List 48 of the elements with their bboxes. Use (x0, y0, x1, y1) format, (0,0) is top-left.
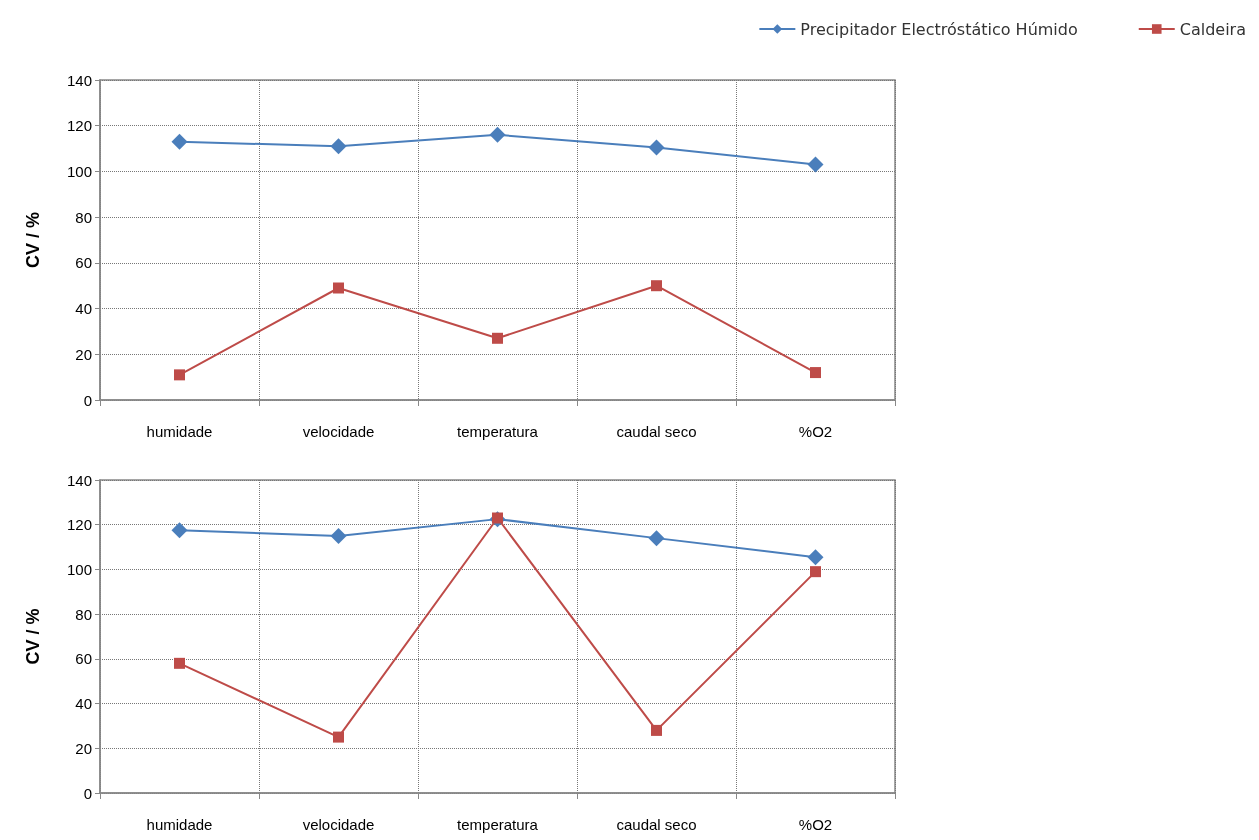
y-tick-label: 100 (66, 560, 92, 578)
point (651, 280, 662, 292)
x-tick-label: caudal seco (616, 423, 697, 440)
point (330, 138, 347, 155)
point (810, 367, 821, 379)
y-tick-label: 80 (75, 208, 92, 226)
y-tick-label: 140 (66, 71, 92, 89)
point (489, 126, 506, 143)
y-tick-label: 40 (75, 695, 92, 713)
y-tick-label: 140 (66, 471, 92, 489)
point (330, 527, 347, 544)
x-tick-label: humidade (146, 423, 213, 440)
y-tick-label: 120 (66, 117, 92, 135)
point (174, 369, 185, 381)
point (648, 530, 665, 547)
y-tick-label: 60 (75, 650, 92, 668)
x-tick-label: temperatura (457, 816, 539, 833)
y-tick-label: 40 (75, 300, 92, 318)
y-tick-label: 0 (83, 391, 92, 409)
x-tick-label: caudal seco (616, 816, 697, 833)
x-tick-label: %O2 (798, 816, 833, 833)
y-tick-label: 60 (75, 254, 92, 272)
point (807, 549, 824, 566)
x-tick-label: temperatura (457, 423, 539, 440)
x-tick-label: velocidade (302, 423, 375, 440)
point (651, 724, 662, 736)
y-axis-title: CV / % (23, 608, 43, 665)
y-axis-title: CV / % (23, 211, 43, 269)
x-tick-label: %O2 (798, 423, 833, 440)
point (171, 133, 188, 150)
point (171, 522, 188, 539)
point (807, 156, 824, 173)
point (648, 139, 665, 156)
x-tick-label: velocidade (302, 816, 375, 833)
legend-label: Caldeira (1179, 19, 1246, 39)
y-tick-label: 120 (66, 516, 92, 534)
legend-label: Precipitador Electróstático Húmido (800, 19, 1078, 39)
y-tick-label: 20 (75, 739, 92, 757)
point (810, 566, 821, 578)
y-tick-label: 80 (75, 605, 92, 623)
point (174, 657, 185, 669)
point (492, 332, 503, 344)
x-tick-label: humidade (146, 816, 213, 833)
y-tick-label: 0 (83, 784, 92, 802)
point (333, 731, 344, 743)
y-tick-label: 100 (66, 162, 92, 180)
y-tick-label: 20 (75, 345, 92, 363)
point (333, 282, 344, 294)
